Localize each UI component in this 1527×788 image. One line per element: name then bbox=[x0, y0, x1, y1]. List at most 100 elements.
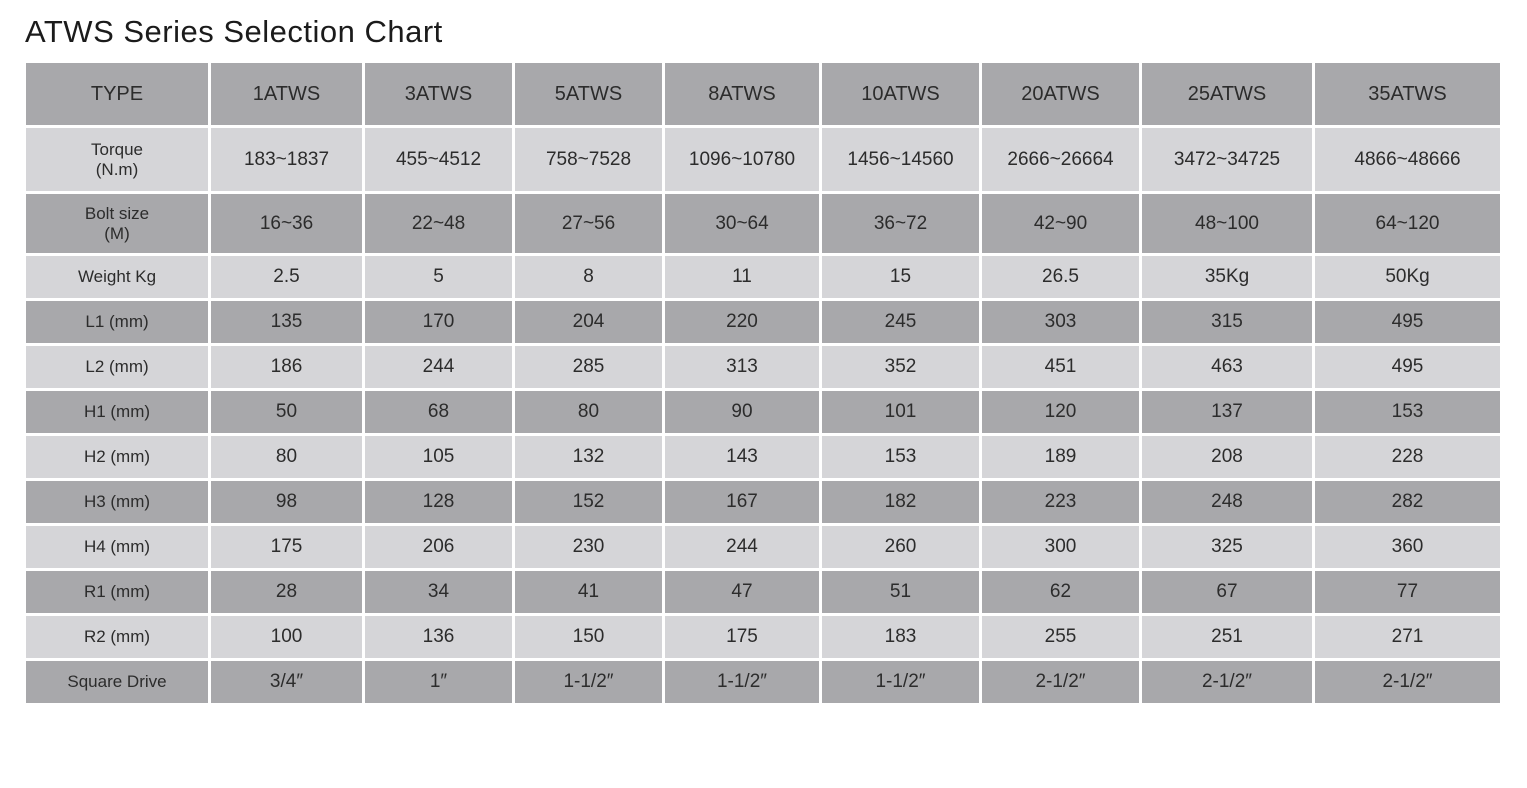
header-row: TYPE 1ATWS 3ATWS 5ATWS 8ATWS 10ATWS 20AT… bbox=[26, 63, 1500, 125]
table-cell: 1-1/2″ bbox=[822, 661, 979, 703]
table-cell: 36~72 bbox=[822, 194, 979, 253]
table-cell: 136 bbox=[365, 616, 512, 658]
column-header-1atws: 1ATWS bbox=[211, 63, 362, 125]
table-cell: 1-1/2″ bbox=[665, 661, 819, 703]
table-row: Square Drive 3/4″ 1″ 1-1/2″ 1-1/2″ 1-1/2″ 2-1/… bbox=[26, 661, 1500, 703]
table-cell: 463 bbox=[1142, 346, 1312, 388]
table-cell: 186 bbox=[211, 346, 362, 388]
table-cell: 300 bbox=[982, 526, 1139, 568]
table-cell: 50 bbox=[211, 391, 362, 433]
table-cell: 153 bbox=[1315, 391, 1500, 433]
table-body: Torque (N.m) 183~1837 455~4512 758~7528 1096~… bbox=[26, 128, 1500, 703]
table-cell: 132 bbox=[515, 436, 662, 478]
row-label: R2 (mm) bbox=[26, 616, 208, 658]
table-cell: 230 bbox=[515, 526, 662, 568]
table-cell: 175 bbox=[665, 616, 819, 658]
table-row: L1 (mm) 135 170 204 220 245 303 315 495 bbox=[26, 301, 1500, 343]
table-row: Torque (N.m) 183~1837 455~4512 758~7528 1096~… bbox=[26, 128, 1500, 191]
table-cell: 3/4″ bbox=[211, 661, 362, 703]
table-cell: 183 bbox=[822, 616, 979, 658]
table-cell: 137 bbox=[1142, 391, 1312, 433]
table-cell: 313 bbox=[665, 346, 819, 388]
table-cell: 15 bbox=[822, 256, 979, 298]
row-label: Weight Kg bbox=[26, 256, 208, 298]
column-header-5atws: 5ATWS bbox=[515, 63, 662, 125]
table-row: Weight Kg 2.5 5 8 11 15 26.5 35Kg 50Kg bbox=[26, 256, 1500, 298]
row-label: Bolt size (M) bbox=[26, 194, 208, 253]
table-cell: 153 bbox=[822, 436, 979, 478]
table-cell: 135 bbox=[211, 301, 362, 343]
row-label: H3 (mm) bbox=[26, 481, 208, 523]
table-cell: 245 bbox=[822, 301, 979, 343]
table-cell: 206 bbox=[365, 526, 512, 568]
table-cell: 22~48 bbox=[365, 194, 512, 253]
table-cell: 30~64 bbox=[665, 194, 819, 253]
row-label: R1 (mm) bbox=[26, 571, 208, 613]
table-cell: 42~90 bbox=[982, 194, 1139, 253]
table-cell: 451 bbox=[982, 346, 1139, 388]
table-cell: 77 bbox=[1315, 571, 1500, 613]
table-cell: 51 bbox=[822, 571, 979, 613]
table-cell: 175 bbox=[211, 526, 362, 568]
table-cell: 758~7528 bbox=[515, 128, 662, 191]
table-cell: 27~56 bbox=[515, 194, 662, 253]
selection-table: TYPE 1ATWS 3ATWS 5ATWS 8ATWS 10ATWS 20AT… bbox=[23, 60, 1503, 706]
table-cell: 120 bbox=[982, 391, 1139, 433]
table-cell: 8 bbox=[515, 256, 662, 298]
table-cell: 5 bbox=[365, 256, 512, 298]
table-cell: 271 bbox=[1315, 616, 1500, 658]
table-row: L2 (mm) 186 244 285 313 352 451 463 495 bbox=[26, 346, 1500, 388]
row-label: Square Drive bbox=[26, 661, 208, 703]
table-cell: 34 bbox=[365, 571, 512, 613]
table-cell: 248 bbox=[1142, 481, 1312, 523]
table-cell: 352 bbox=[822, 346, 979, 388]
table-cell: 143 bbox=[665, 436, 819, 478]
table-cell: 189 bbox=[982, 436, 1139, 478]
column-header-8atws: 8ATWS bbox=[665, 63, 819, 125]
table-cell: 100 bbox=[211, 616, 362, 658]
row-label: Torque (N.m) bbox=[26, 128, 208, 191]
table-cell: 62 bbox=[982, 571, 1139, 613]
table-cell: 303 bbox=[982, 301, 1139, 343]
table-cell: 495 bbox=[1315, 346, 1500, 388]
table-cell: 105 bbox=[365, 436, 512, 478]
row-label: H1 (mm) bbox=[26, 391, 208, 433]
table-cell: 16~36 bbox=[211, 194, 362, 253]
table-cell: 67 bbox=[1142, 571, 1312, 613]
table-cell: 244 bbox=[665, 526, 819, 568]
row-label: L2 (mm) bbox=[26, 346, 208, 388]
table-cell: 208 bbox=[1142, 436, 1312, 478]
table-cell: 260 bbox=[822, 526, 979, 568]
table-cell: 285 bbox=[515, 346, 662, 388]
table-cell: 1-1/2″ bbox=[515, 661, 662, 703]
row-label: H2 (mm) bbox=[26, 436, 208, 478]
table-cell: 2666~26664 bbox=[982, 128, 1139, 191]
table-cell: 80 bbox=[211, 436, 362, 478]
table-cell: 220 bbox=[665, 301, 819, 343]
table-cell: 244 bbox=[365, 346, 512, 388]
table-cell: 64~120 bbox=[1315, 194, 1500, 253]
table-cell: 228 bbox=[1315, 436, 1500, 478]
table-cell: 48~100 bbox=[1142, 194, 1312, 253]
table-row: H1 (mm) 50 68 80 90 101 120 137 153 bbox=[26, 391, 1500, 433]
table-cell: 182 bbox=[822, 481, 979, 523]
table-cell: 360 bbox=[1315, 526, 1500, 568]
table-cell: 315 bbox=[1142, 301, 1312, 343]
column-header-3atws: 3ATWS bbox=[365, 63, 512, 125]
table-cell: 2-1/2″ bbox=[982, 661, 1139, 703]
table-row: R2 (mm) 100 136 150 175 183 255 251 271 bbox=[26, 616, 1500, 658]
table-cell: 4866~48666 bbox=[1315, 128, 1500, 191]
table-cell: 41 bbox=[515, 571, 662, 613]
page-title: ATWS Series Selection Chart bbox=[25, 14, 443, 49]
column-header-type: TYPE bbox=[26, 63, 208, 125]
table-cell: 1″ bbox=[365, 661, 512, 703]
table-cell: 204 bbox=[515, 301, 662, 343]
table-cell: 11 bbox=[665, 256, 819, 298]
table-cell: 170 bbox=[365, 301, 512, 343]
table-cell: 455~4512 bbox=[365, 128, 512, 191]
table-cell: 183~1837 bbox=[211, 128, 362, 191]
table-cell: 50Kg bbox=[1315, 256, 1500, 298]
table-cell: 282 bbox=[1315, 481, 1500, 523]
table-cell: 35Kg bbox=[1142, 256, 1312, 298]
table-cell: 255 bbox=[982, 616, 1139, 658]
